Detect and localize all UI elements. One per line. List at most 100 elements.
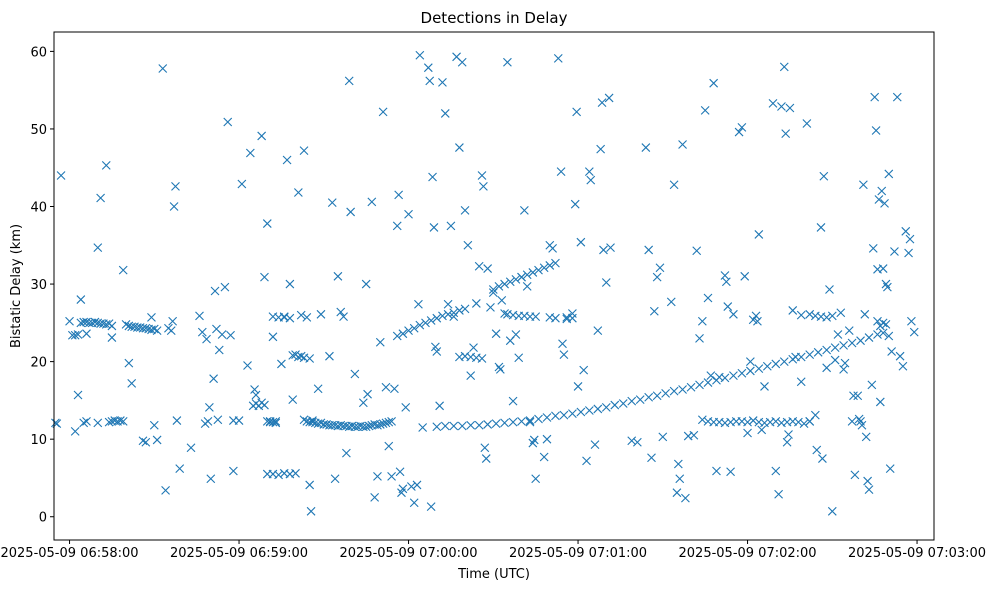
data-point xyxy=(799,419,809,429)
data-point xyxy=(197,327,207,337)
y-tick-label: 30 xyxy=(30,278,47,293)
data-point xyxy=(455,143,464,152)
data-point xyxy=(466,420,476,430)
data-point xyxy=(522,281,532,291)
data-point xyxy=(794,417,803,427)
data-point xyxy=(421,318,430,328)
data-point xyxy=(692,246,702,256)
data-point xyxy=(751,311,761,321)
data-point xyxy=(805,350,815,360)
data-point xyxy=(874,195,884,204)
data-point xyxy=(469,343,478,353)
data-point xyxy=(559,350,569,360)
data-point xyxy=(525,417,535,427)
y-tick-label: 20 xyxy=(30,356,47,371)
data-point xyxy=(449,312,459,322)
data-point xyxy=(827,506,837,516)
data-point xyxy=(101,320,111,329)
data-point xyxy=(293,188,303,197)
data-point xyxy=(466,371,476,380)
data-point xyxy=(816,223,826,232)
data-point xyxy=(56,171,66,180)
data-point xyxy=(593,326,603,335)
data-point xyxy=(251,390,261,400)
data-point xyxy=(483,264,493,273)
data-point xyxy=(863,476,873,486)
data-point xyxy=(90,317,100,327)
data-point xyxy=(647,453,656,463)
data-point xyxy=(70,427,80,436)
data-point xyxy=(700,105,710,115)
data-point xyxy=(358,398,368,408)
data-point xyxy=(847,416,857,426)
data-point xyxy=(248,401,258,411)
data-point xyxy=(65,316,74,326)
data-point xyxy=(830,343,840,353)
data-point xyxy=(500,279,509,289)
data-point xyxy=(271,418,281,428)
data-point xyxy=(760,382,769,391)
data-point xyxy=(432,313,442,323)
data-point xyxy=(771,359,781,369)
data-point xyxy=(250,385,259,394)
data-point xyxy=(426,316,436,325)
data-point xyxy=(494,362,504,372)
data-point xyxy=(285,279,295,289)
data-point xyxy=(782,437,792,447)
y-tick-label: 60 xyxy=(30,45,47,60)
data-point xyxy=(904,248,913,258)
data-point xyxy=(305,480,315,490)
data-point xyxy=(409,498,419,508)
data-point xyxy=(878,328,888,338)
data-point xyxy=(381,382,391,392)
data-point xyxy=(672,488,682,498)
data-point xyxy=(542,413,552,422)
data-point xyxy=(779,62,789,72)
x-tick-label: 2025-05-09 07:01:00 xyxy=(509,546,647,561)
y-axis-label: Bistatic Delay (km) xyxy=(9,224,24,348)
data-point xyxy=(545,261,555,270)
data-point xyxy=(299,146,309,156)
data-point xyxy=(363,389,372,399)
data-point xyxy=(260,400,269,410)
data-point xyxy=(460,205,470,215)
data-point xyxy=(76,295,86,304)
x-axis-label: Time (UTC) xyxy=(457,567,530,582)
data-point xyxy=(101,161,111,170)
data-point xyxy=(812,445,822,455)
data-point xyxy=(508,417,518,427)
data-point xyxy=(661,389,671,398)
data-point xyxy=(641,143,651,152)
data-point xyxy=(740,271,750,281)
data-point xyxy=(864,333,874,342)
data-point xyxy=(703,378,713,387)
data-point xyxy=(695,333,704,343)
data-point xyxy=(539,263,549,273)
data-point xyxy=(858,180,868,190)
data-point xyxy=(93,243,103,252)
data-point xyxy=(96,193,106,203)
data-point xyxy=(582,456,591,466)
data-point xyxy=(584,406,594,415)
data-point xyxy=(873,330,882,339)
data-point xyxy=(500,309,509,318)
data-point xyxy=(644,392,654,402)
data-point xyxy=(262,219,272,228)
data-point xyxy=(590,440,600,449)
data-point xyxy=(415,50,425,60)
data-point xyxy=(423,63,433,73)
data-point xyxy=(161,485,170,495)
data-point xyxy=(404,209,413,219)
data-point xyxy=(339,312,348,322)
data-point xyxy=(796,377,806,387)
data-point xyxy=(373,420,382,430)
data-point xyxy=(658,432,668,442)
data-point xyxy=(214,345,224,355)
data-point xyxy=(844,326,854,335)
data-point xyxy=(342,448,351,458)
data-point xyxy=(378,107,388,117)
data-point xyxy=(302,313,312,322)
data-point xyxy=(474,420,484,430)
